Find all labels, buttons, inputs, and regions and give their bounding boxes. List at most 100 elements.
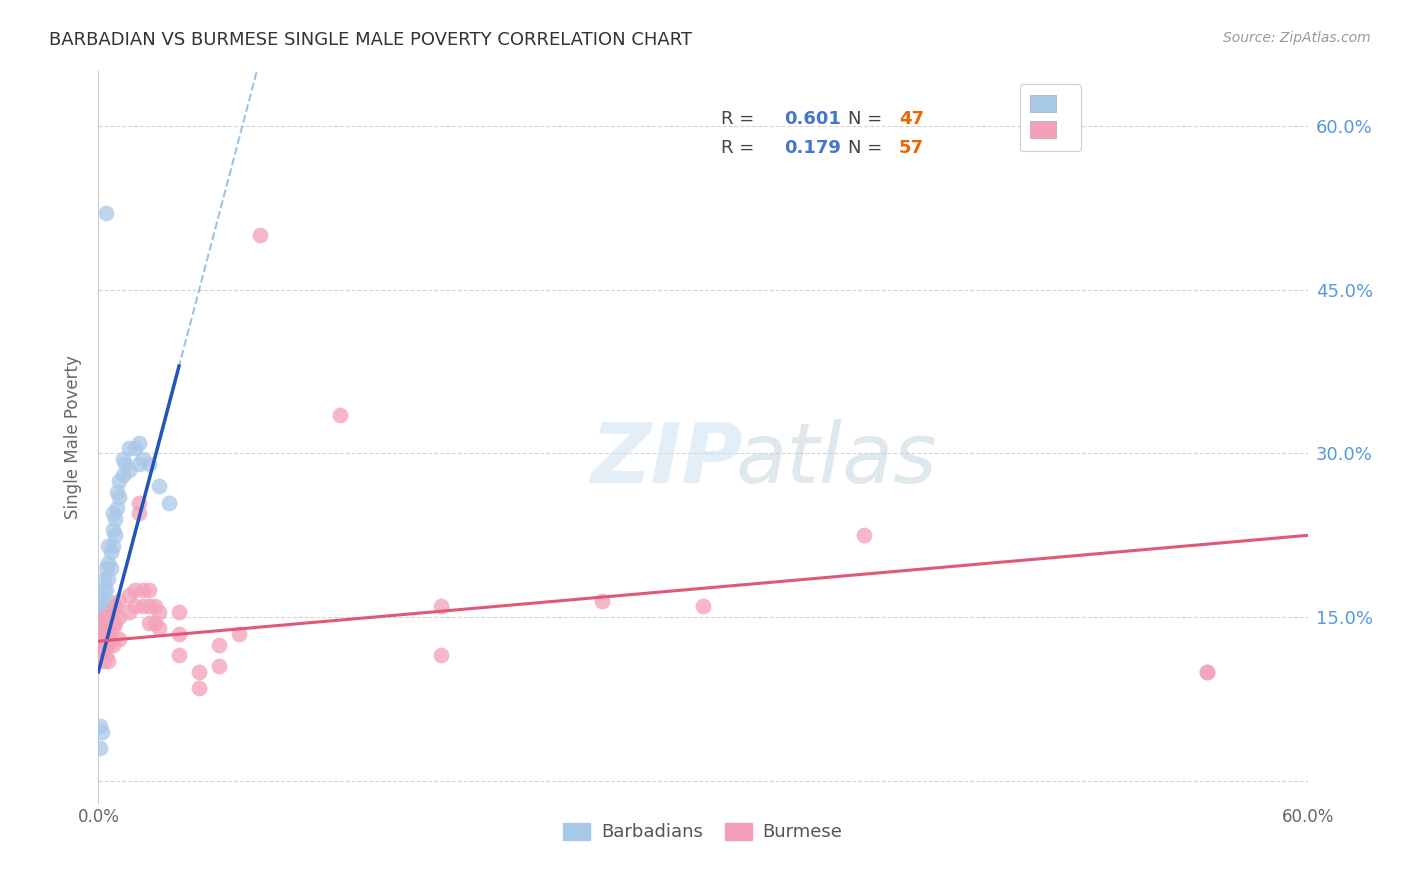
Point xyxy=(91,632,114,646)
Point xyxy=(96,605,118,619)
Point xyxy=(118,605,141,619)
Text: atlas: atlas xyxy=(735,418,936,500)
Point xyxy=(118,463,141,477)
Point xyxy=(143,599,166,614)
Point xyxy=(591,594,613,608)
Point xyxy=(96,582,118,597)
Point xyxy=(167,648,190,663)
Point xyxy=(91,615,114,630)
Point xyxy=(97,654,120,668)
Point xyxy=(93,621,115,635)
Point xyxy=(228,626,250,640)
Point xyxy=(91,643,114,657)
Point xyxy=(138,599,160,614)
Point xyxy=(167,605,190,619)
Point xyxy=(105,484,128,499)
Point xyxy=(89,719,111,733)
Point xyxy=(97,594,120,608)
Point xyxy=(118,588,141,602)
Point xyxy=(103,599,125,614)
Point xyxy=(97,539,120,553)
Point xyxy=(111,468,134,483)
Point xyxy=(97,626,120,640)
Point xyxy=(188,665,211,679)
Text: 0.179: 0.179 xyxy=(785,139,841,157)
Point xyxy=(93,582,115,597)
Point xyxy=(97,638,120,652)
Point xyxy=(91,724,114,739)
Text: 47: 47 xyxy=(898,110,924,128)
Point xyxy=(124,582,146,597)
Point xyxy=(91,615,114,630)
Point xyxy=(89,599,111,614)
Point xyxy=(143,615,166,630)
Point xyxy=(138,615,160,630)
Point xyxy=(138,582,160,597)
Point xyxy=(208,659,231,673)
Legend: Barbadians, Burmese: Barbadians, Burmese xyxy=(557,815,849,848)
Point xyxy=(107,490,129,504)
Point xyxy=(93,654,115,668)
Point xyxy=(103,615,125,630)
Point xyxy=(97,556,120,570)
Point xyxy=(148,621,170,635)
Point xyxy=(1195,665,1218,679)
Point xyxy=(107,632,129,646)
Point xyxy=(157,495,180,509)
Point xyxy=(107,474,129,488)
Point xyxy=(430,599,453,614)
Point xyxy=(100,545,122,559)
Point xyxy=(124,441,146,455)
Point xyxy=(124,599,146,614)
Text: N =: N = xyxy=(848,110,889,128)
Text: BARBADIAN VS BURMESE SINGLE MALE POVERTY CORRELATION CHART: BARBADIAN VS BURMESE SINGLE MALE POVERTY… xyxy=(49,31,692,49)
Point xyxy=(148,479,170,493)
Point xyxy=(93,605,115,619)
Point xyxy=(101,621,124,635)
Text: Source: ZipAtlas.com: Source: ZipAtlas.com xyxy=(1223,31,1371,45)
Point xyxy=(96,206,118,220)
Point xyxy=(128,458,150,472)
Point xyxy=(89,610,111,624)
Text: 0.601: 0.601 xyxy=(785,110,841,128)
Point xyxy=(96,621,118,635)
Point xyxy=(128,507,150,521)
Point xyxy=(103,512,125,526)
Point xyxy=(89,626,111,640)
Point xyxy=(96,648,118,663)
Point xyxy=(138,458,160,472)
Y-axis label: Single Male Poverty: Single Male Poverty xyxy=(65,355,83,519)
Point xyxy=(132,599,155,614)
Point xyxy=(101,638,124,652)
Point xyxy=(91,621,114,635)
Point xyxy=(111,451,134,466)
Point xyxy=(1195,665,1218,679)
Point xyxy=(692,599,714,614)
Point xyxy=(100,615,122,630)
Point xyxy=(128,435,150,450)
Point xyxy=(91,632,114,646)
Point xyxy=(329,409,352,423)
Point xyxy=(93,638,115,652)
Point xyxy=(103,528,125,542)
Text: 57: 57 xyxy=(898,139,924,157)
Text: R =: R = xyxy=(721,139,761,157)
Point xyxy=(93,594,115,608)
Point xyxy=(91,605,114,619)
Point xyxy=(97,610,120,624)
Point xyxy=(97,572,120,586)
Point xyxy=(107,610,129,624)
Point xyxy=(107,594,129,608)
Point xyxy=(89,741,111,756)
Point xyxy=(132,582,155,597)
Point xyxy=(89,621,111,635)
Point xyxy=(93,643,115,657)
Point xyxy=(249,228,271,243)
Point xyxy=(167,626,190,640)
Point xyxy=(430,648,453,663)
Text: ZIP: ZIP xyxy=(591,418,742,500)
Point xyxy=(188,681,211,695)
Point xyxy=(101,523,124,537)
Point xyxy=(101,507,124,521)
Point xyxy=(93,626,115,640)
